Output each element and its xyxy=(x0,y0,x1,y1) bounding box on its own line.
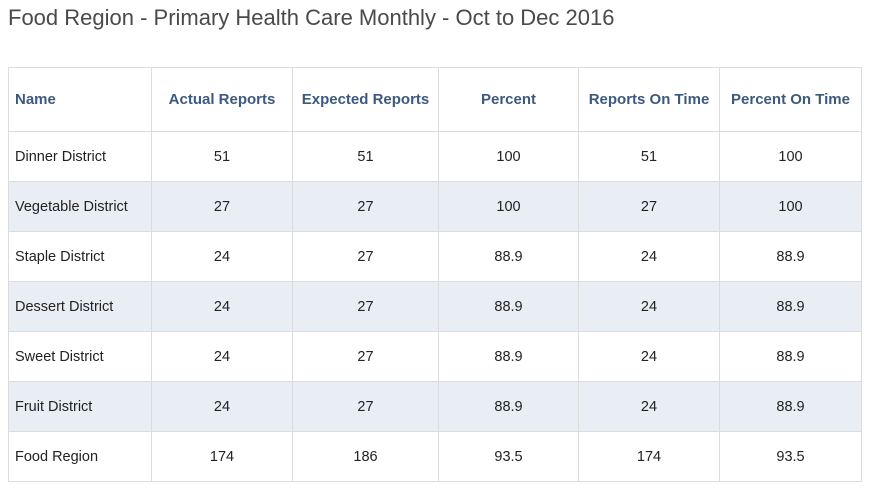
page-title: Food Region - Primary Health Care Monthl… xyxy=(8,5,615,30)
cell-percent-on-time: 88.9 xyxy=(719,331,862,382)
cell-actual-reports: 51 xyxy=(151,131,293,182)
cell-percent: 100 xyxy=(438,181,579,232)
header-row: Name Actual Reports Expected Reports Per… xyxy=(8,67,862,132)
table-row-total: Food Region 174 186 93.5 174 93.5 xyxy=(8,431,862,482)
cell-percent: 88.9 xyxy=(438,381,579,432)
report-table: Name Actual Reports Expected Reports Per… xyxy=(8,67,862,482)
cell-actual-reports: 24 xyxy=(151,331,293,382)
cell-expected-reports: 27 xyxy=(292,231,439,282)
cell-name: Food Region xyxy=(8,431,152,482)
cell-name: Dinner District xyxy=(8,131,152,182)
table-row: Dinner District 51 51 100 51 100 xyxy=(8,131,862,182)
cell-reports-on-time: 27 xyxy=(578,181,720,232)
cell-reports-on-time: 51 xyxy=(578,131,720,182)
table-body: Dinner District 51 51 100 51 100 Vegetab… xyxy=(8,131,862,482)
cell-reports-on-time: 24 xyxy=(578,381,720,432)
table-row: Staple District 24 27 88.9 24 88.9 xyxy=(8,231,862,282)
cell-percent-on-time: 100 xyxy=(719,131,862,182)
cell-reports-on-time: 24 xyxy=(578,281,720,332)
cell-name: Dessert District xyxy=(8,281,152,332)
cell-actual-reports: 24 xyxy=(151,231,293,282)
column-header-actual-reports[interactable]: Actual Reports xyxy=(151,67,293,132)
cell-expected-reports: 51 xyxy=(292,131,439,182)
cell-expected-reports: 27 xyxy=(292,281,439,332)
cell-percent-on-time: 100 xyxy=(719,181,862,232)
cell-reports-on-time: 24 xyxy=(578,231,720,282)
cell-actual-reports: 27 xyxy=(151,181,293,232)
column-header-reports-on-time[interactable]: Reports On Time xyxy=(578,67,720,132)
cell-percent-on-time: 88.9 xyxy=(719,281,862,332)
cell-percent: 88.9 xyxy=(438,231,579,282)
cell-percent: 93.5 xyxy=(438,431,579,482)
cell-name: Fruit District xyxy=(8,381,152,432)
table-header: Name Actual Reports Expected Reports Per… xyxy=(8,67,862,132)
cell-actual-reports: 174 xyxy=(151,431,293,482)
column-header-percent[interactable]: Percent xyxy=(438,67,579,132)
cell-reports-on-time: 24 xyxy=(578,331,720,382)
cell-actual-reports: 24 xyxy=(151,281,293,332)
cell-actual-reports: 24 xyxy=(151,381,293,432)
cell-percent-on-time: 88.9 xyxy=(719,231,862,282)
cell-percent: 88.9 xyxy=(438,281,579,332)
table-row: Fruit District 24 27 88.9 24 88.9 xyxy=(8,381,862,432)
table-row: Dessert District 24 27 88.9 24 88.9 xyxy=(8,281,862,332)
cell-expected-reports: 27 xyxy=(292,331,439,382)
cell-expected-reports: 186 xyxy=(292,431,439,482)
cell-percent-on-time: 88.9 xyxy=(719,381,862,432)
cell-percent: 88.9 xyxy=(438,331,579,382)
cell-percent: 100 xyxy=(438,131,579,182)
column-header-percent-on-time[interactable]: Percent On Time xyxy=(719,67,862,132)
cell-reports-on-time: 174 xyxy=(578,431,720,482)
cell-expected-reports: 27 xyxy=(292,381,439,432)
cell-name: Staple District xyxy=(8,231,152,282)
table-row: Vegetable District 27 27 100 27 100 xyxy=(8,181,862,232)
cell-name: Sweet District xyxy=(8,331,152,382)
column-header-expected-reports[interactable]: Expected Reports xyxy=(292,67,439,132)
cell-expected-reports: 27 xyxy=(292,181,439,232)
column-header-name[interactable]: Name xyxy=(8,67,152,132)
cell-percent-on-time: 93.5 xyxy=(719,431,862,482)
table-row: Sweet District 24 27 88.9 24 88.9 xyxy=(8,331,862,382)
cell-name: Vegetable District xyxy=(8,181,152,232)
